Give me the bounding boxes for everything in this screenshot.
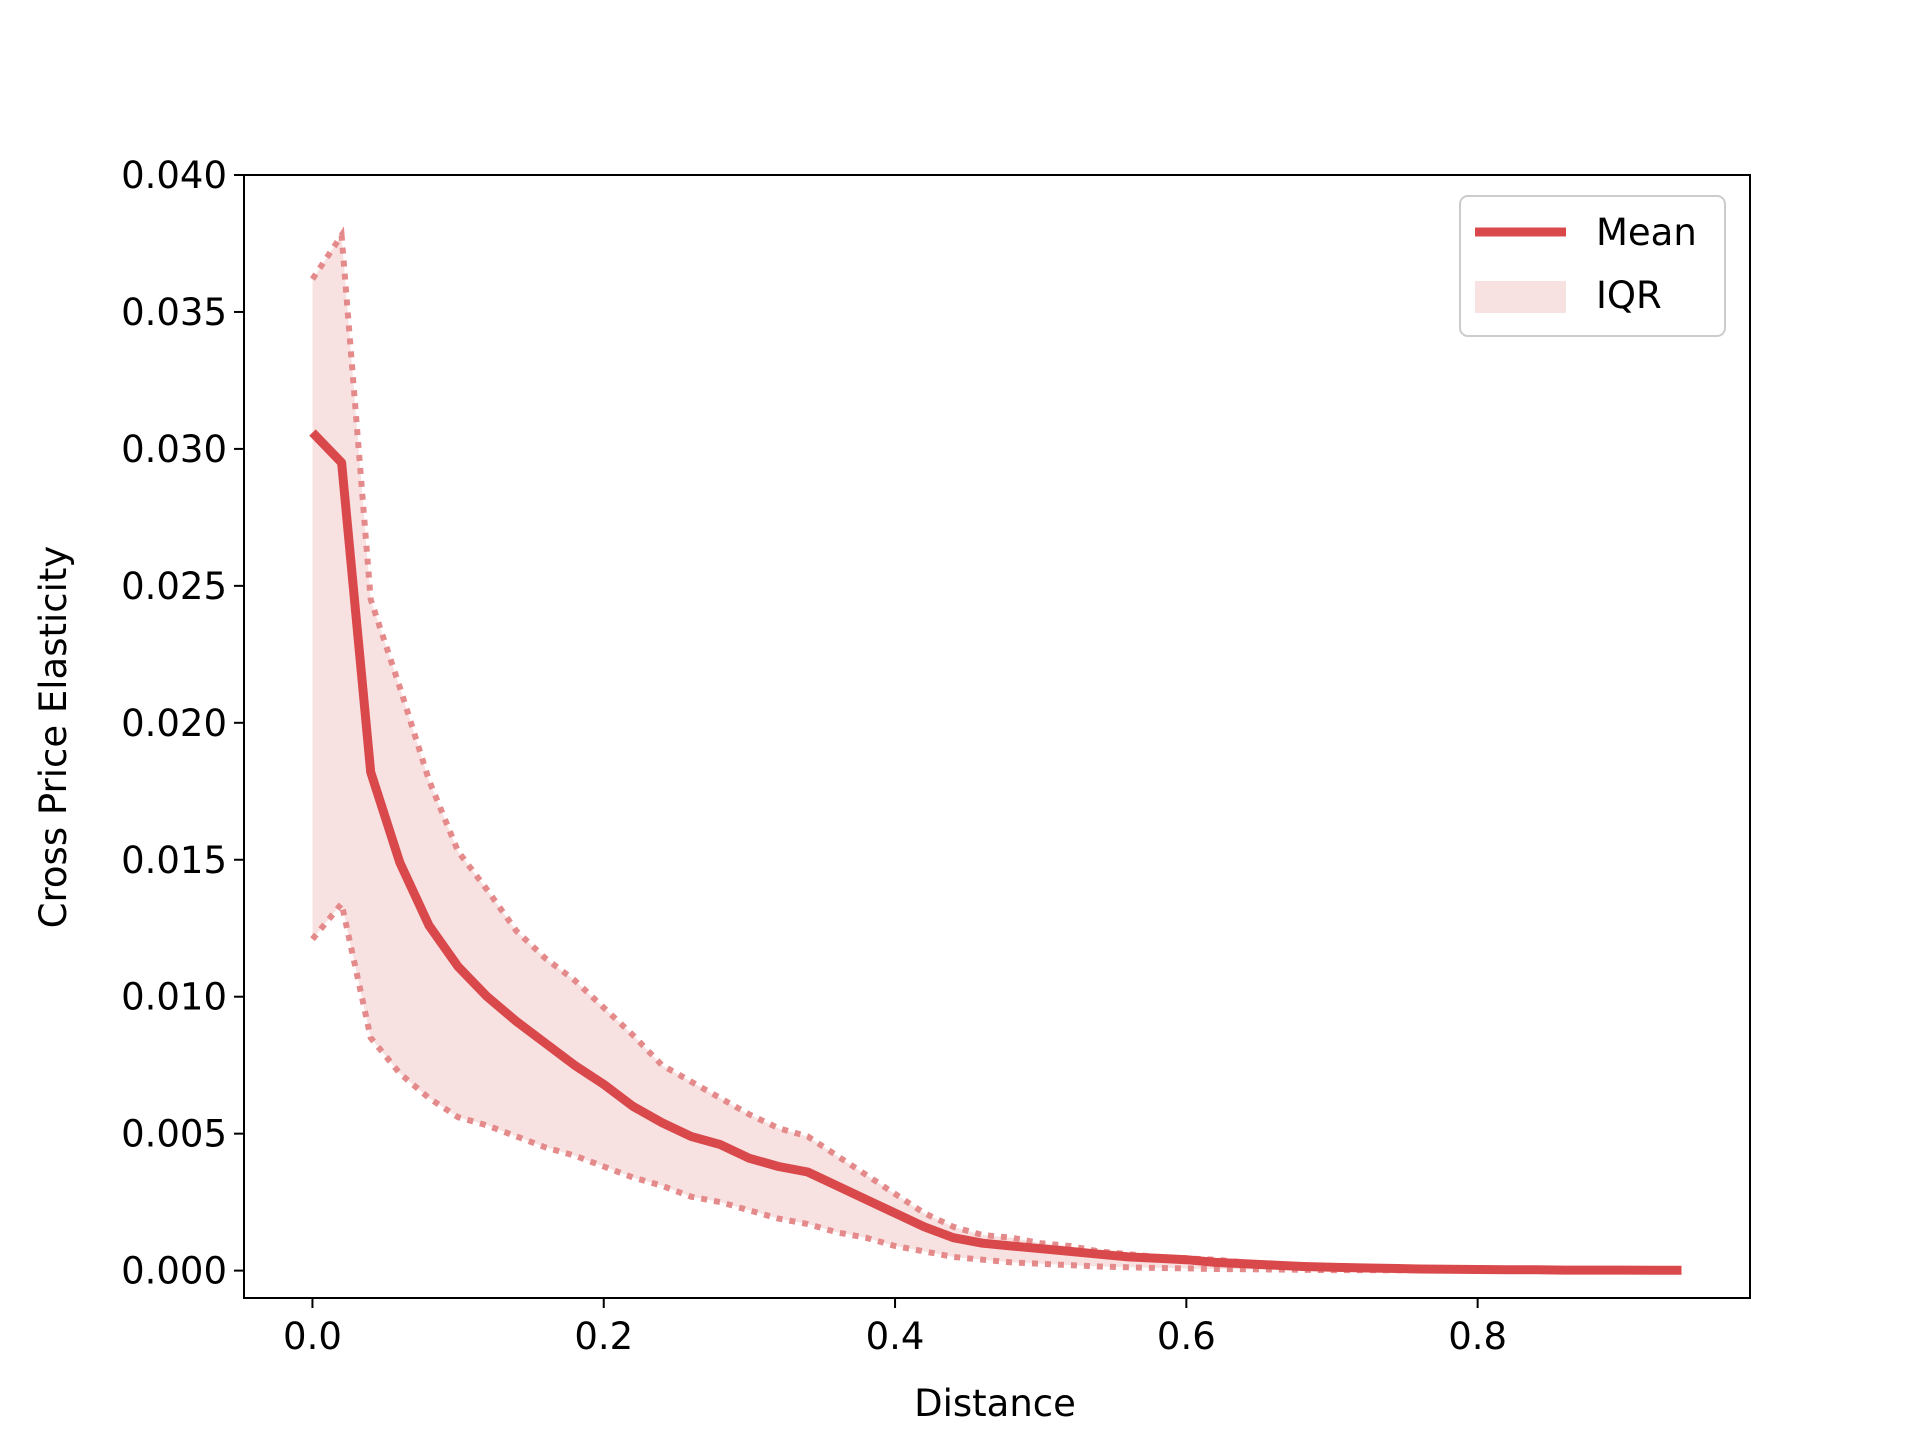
y-axis-ticks: 0.000 0.005 0.010 0.015 0.020 0.025 0.030 0.035… xyxy=(121,154,244,1293)
x-axis-ticks: 0.0 0.2 0.4 0.6 0.8 xyxy=(283,1298,1507,1358)
x-tick-label: 0.4 xyxy=(866,1315,925,1358)
y-tick-label: 0.020 xyxy=(121,702,227,745)
legend: Mean IQR xyxy=(1459,195,1726,337)
x-tick-label: 0.8 xyxy=(1448,1315,1507,1358)
y-axis-label: Cross Price Elasticity xyxy=(32,546,75,929)
y-tick-label: 0.005 xyxy=(121,1113,227,1156)
y-tick-label: 0.030 xyxy=(121,428,227,471)
y-tick-label: 0.025 xyxy=(121,565,227,608)
x-tick-label: 0.6 xyxy=(1157,1315,1216,1358)
x-axis-label: Distance xyxy=(914,1382,1076,1425)
mean-line-layer xyxy=(309,429,1682,1275)
y-tick-label: 0.035 xyxy=(121,291,227,334)
y-tick-label: 0.000 xyxy=(121,1250,227,1293)
y-tick-label: 0.040 xyxy=(121,154,227,197)
y-tick-label: 0.010 xyxy=(121,976,227,1019)
x-tick-label: 0.0 xyxy=(283,1315,342,1358)
legend-mean-label: Mean xyxy=(1596,211,1697,254)
legend-iqr-label: IQR xyxy=(1596,274,1662,317)
mean-line xyxy=(309,429,1682,1275)
x-tick-label: 0.2 xyxy=(574,1315,633,1358)
y-tick-label: 0.015 xyxy=(121,839,227,882)
plot-area-frame xyxy=(243,174,1751,1299)
legend-iqr-swatch xyxy=(1475,281,1566,313)
